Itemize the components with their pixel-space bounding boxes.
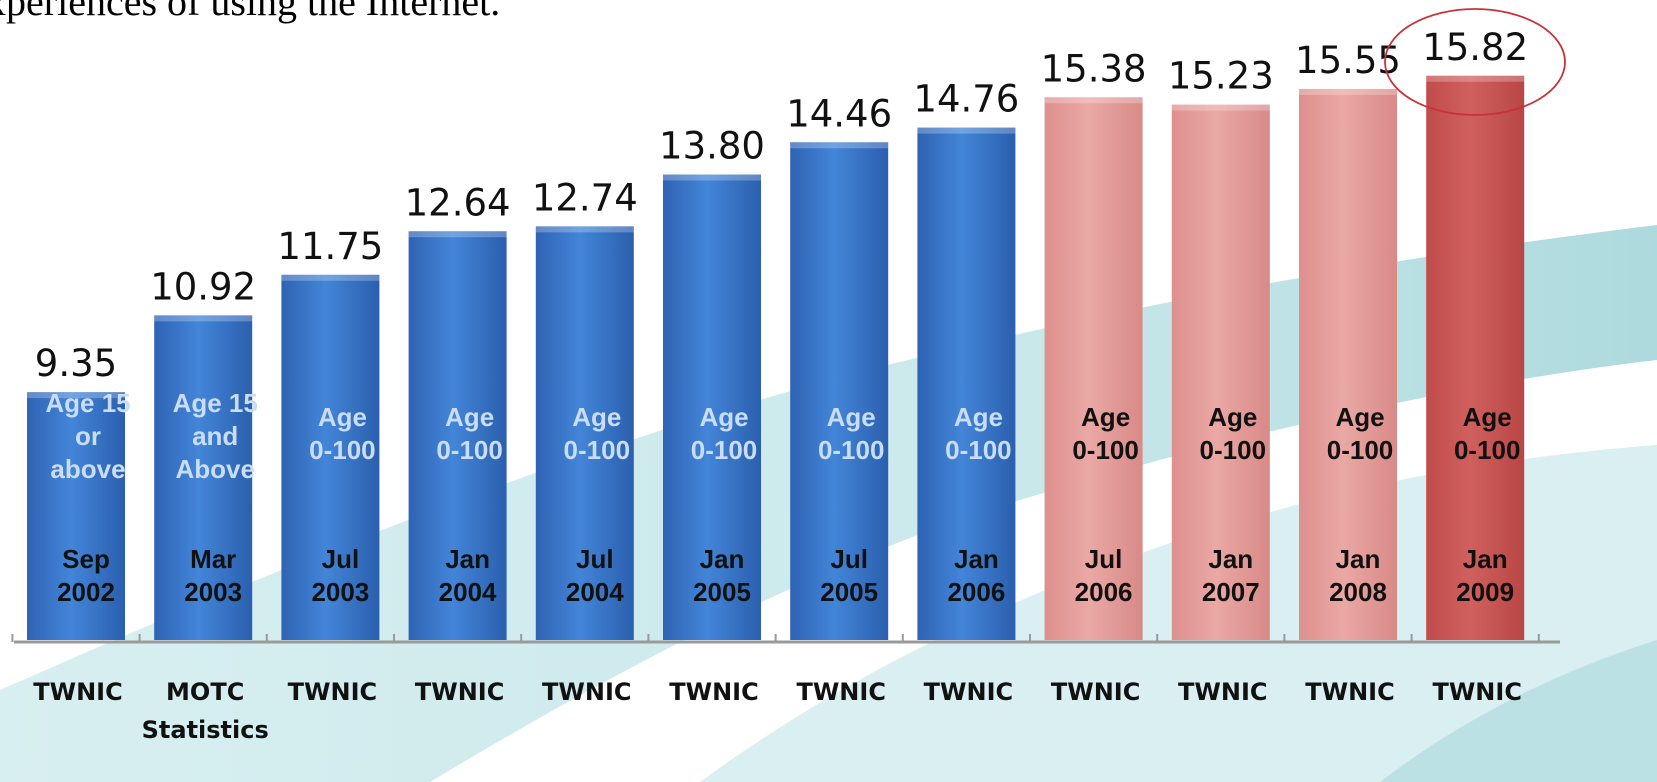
source-label: TWNIC — [33, 678, 122, 706]
bar-jul-2004 — [535, 226, 634, 640]
bar-age-range-label: Age 15 and Above — [173, 388, 258, 484]
bar-age-range-label: Age 0-100 — [691, 402, 758, 465]
bar-top-highlight — [27, 392, 125, 399]
bar-date-label: Jan 2004 — [439, 544, 497, 607]
bar-date-label: Sep 2002 — [57, 544, 115, 607]
bar-value-label: 13.80 — [659, 125, 765, 168]
bar-date-label: Jul 2004 — [566, 544, 624, 607]
bar-jan-2007 — [1171, 104, 1270, 640]
bar-value-label: 15.82 — [1422, 26, 1528, 69]
slide-caption-text: xperiences of using the Internet. — [0, 0, 501, 24]
source-label: TWNIC — [1178, 678, 1267, 706]
bar-age-range-label: Age 0-100 — [309, 402, 376, 465]
source-label: TWNIC — [1305, 678, 1394, 706]
bar-date-label: Jan 2006 — [947, 544, 1005, 607]
bar-date-label: Mar 2003 — [184, 544, 242, 607]
bar-date-label: Jan 2008 — [1329, 544, 1387, 607]
bar-top-highlight — [535, 226, 634, 233]
bar-age-range-label: Age 0-100 — [564, 402, 631, 465]
bar-jan-2006 — [917, 127, 1016, 640]
bar-top-highlight — [408, 231, 507, 238]
source-label: TWNIC — [1432, 678, 1521, 706]
bar-date-label: Jul 2003 — [311, 544, 369, 607]
bar-age-range-label: Age 0-100 — [1200, 402, 1267, 465]
bar-jan-2009 — [1426, 75, 1525, 640]
bar-value-label: 15.38 — [1041, 47, 1147, 90]
bar-age-range-label: Age 0-100 — [1454, 402, 1521, 465]
bar-age-range-label: Age 0-100 — [818, 402, 885, 465]
bar-value-label: 15.55 — [1295, 39, 1401, 82]
source-label: TWNIC — [796, 678, 885, 706]
source-label: TWNIC — [415, 678, 504, 706]
bar-jan-2008 — [1299, 88, 1397, 640]
source-label: TWNIC — [669, 678, 758, 706]
bar-value-label: 14.76 — [913, 78, 1019, 121]
source-label: TWNIC — [1051, 678, 1140, 706]
bar-jul-2006 — [1044, 97, 1143, 640]
bar-jul-2003 — [281, 274, 380, 640]
bar-top-highlight — [1426, 75, 1525, 82]
bar-age-range-label: Age 15 or above — [45, 388, 130, 484]
bar-value-label: 12.64 — [405, 181, 511, 224]
bar-value-label: 12.74 — [532, 176, 638, 219]
bar-value-label: 11.75 — [277, 225, 383, 268]
source-label: TWNIC — [542, 678, 631, 706]
bar-top-highlight — [917, 127, 1016, 134]
bar-top-highlight — [1299, 88, 1397, 95]
bar-date-label: Jan 2007 — [1202, 544, 1260, 607]
bar-age-range-label: Age 0-100 — [1072, 402, 1139, 465]
bar-value-label: 9.35 — [35, 342, 117, 385]
bar-age-range-label: Age 0-100 — [945, 402, 1012, 465]
source-label: TWNIC — [924, 678, 1013, 706]
bar-value-label: 14.46 — [786, 92, 892, 135]
bar-top-highlight — [1044, 97, 1143, 104]
bar-sep-2002 — [27, 392, 125, 640]
bar-top-highlight — [281, 274, 380, 281]
bar-date-label: Jan 2005 — [693, 544, 751, 607]
bar-top-highlight — [790, 142, 889, 149]
bar-date-label: Jul 2006 — [1075, 544, 1133, 607]
bar-top-highlight — [663, 174, 761, 181]
bar-date-label: Jan 2009 — [1456, 544, 1514, 607]
bar-date-label: Jul 2005 — [820, 544, 878, 607]
bar-value-label: 10.92 — [150, 265, 256, 308]
bar-top-highlight — [154, 315, 253, 322]
source-label: TWNIC — [288, 678, 377, 706]
bar-jul-2005 — [790, 142, 889, 641]
bar-age-range-label: Age 0-100 — [436, 402, 503, 465]
bar-value-label: 15.23 — [1168, 55, 1274, 98]
source-label: MOTC Statistics — [142, 678, 269, 744]
bar-mar-2003 — [154, 315, 253, 640]
highlight-circle — [1384, 8, 1566, 116]
bar-jan-2004 — [408, 231, 507, 640]
bar-top-highlight — [1171, 104, 1270, 111]
bar-age-range-label: Age 0-100 — [1327, 402, 1394, 465]
bar-jan-2005 — [663, 174, 761, 640]
